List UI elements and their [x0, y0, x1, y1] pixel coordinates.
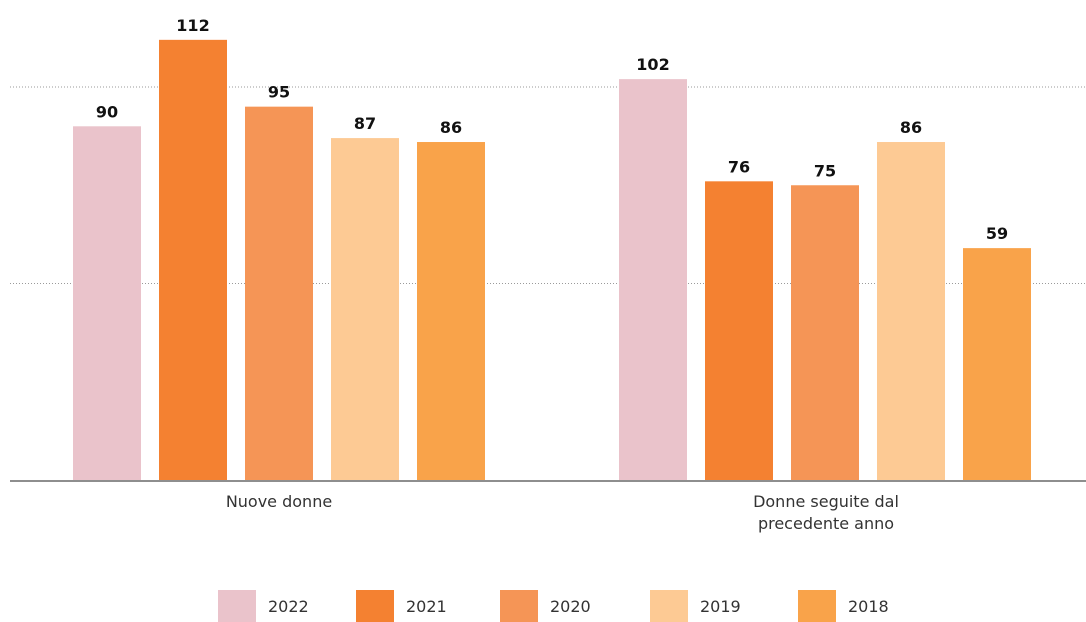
- bar-2018-group-1: [963, 248, 1031, 480]
- legend-swatch-2019: [650, 590, 688, 622]
- category-label-nuove-donne: Nuove donne: [225, 492, 333, 511]
- data-label-2019-group-1: 86: [900, 118, 922, 137]
- data-label-2022-group-1: 102: [636, 55, 669, 74]
- data-label-2021-group-0: 112: [176, 16, 209, 35]
- legend-label-2020: 2020: [550, 596, 591, 616]
- legend-label-2018: 2018: [848, 596, 889, 616]
- legend-item-2020: 2020: [500, 590, 591, 622]
- legend-swatch-2018: [798, 590, 836, 622]
- data-label-2020-group-0: 95: [268, 83, 290, 102]
- bar-2022-group-1: [619, 79, 687, 480]
- data-label-2019-group-0: 87: [354, 114, 376, 133]
- data-label-2021-group-1: 76: [728, 157, 750, 176]
- legend-label-2021: 2021: [406, 596, 447, 616]
- legend-item-2019: 2019: [650, 590, 741, 622]
- legend-label-2019: 2019: [700, 596, 741, 616]
- bar-2019-group-1: [877, 142, 945, 480]
- legend-swatch-2020: [500, 590, 538, 622]
- bar-2021-group-1: [705, 181, 773, 480]
- bar-2018-group-0: [417, 142, 485, 480]
- bar-2022-group-0: [73, 126, 141, 481]
- bar-chart: 90 112 95 87 86 102 76 75 86 59: [10, 16, 1086, 482]
- legend-swatch-2021: [356, 590, 394, 622]
- legend-swatch-2022: [218, 590, 256, 622]
- bar-2021-group-0: [159, 39, 227, 481]
- legend: 2022 2021 2020 2019 2018: [0, 590, 1086, 622]
- data-label-2018-group-0: 86: [440, 118, 462, 137]
- legend-label-2022: 2022: [268, 596, 309, 616]
- bar-2020-group-1: [791, 185, 859, 480]
- bar-2020-group-0: [245, 106, 313, 481]
- legend-item-2022: 2022: [218, 590, 309, 622]
- bar-2019-group-0: [331, 138, 399, 480]
- data-label-2022-group-0: 90: [96, 102, 118, 121]
- data-label-2020-group-1: 75: [814, 161, 836, 180]
- legend-item-2021: 2021: [356, 590, 447, 622]
- category-label-donne-seguite: Donne seguite dal precedente anno: [753, 492, 899, 533]
- legend-item-2018: 2018: [798, 590, 889, 622]
- data-label-2018-group-1: 59: [986, 224, 1008, 243]
